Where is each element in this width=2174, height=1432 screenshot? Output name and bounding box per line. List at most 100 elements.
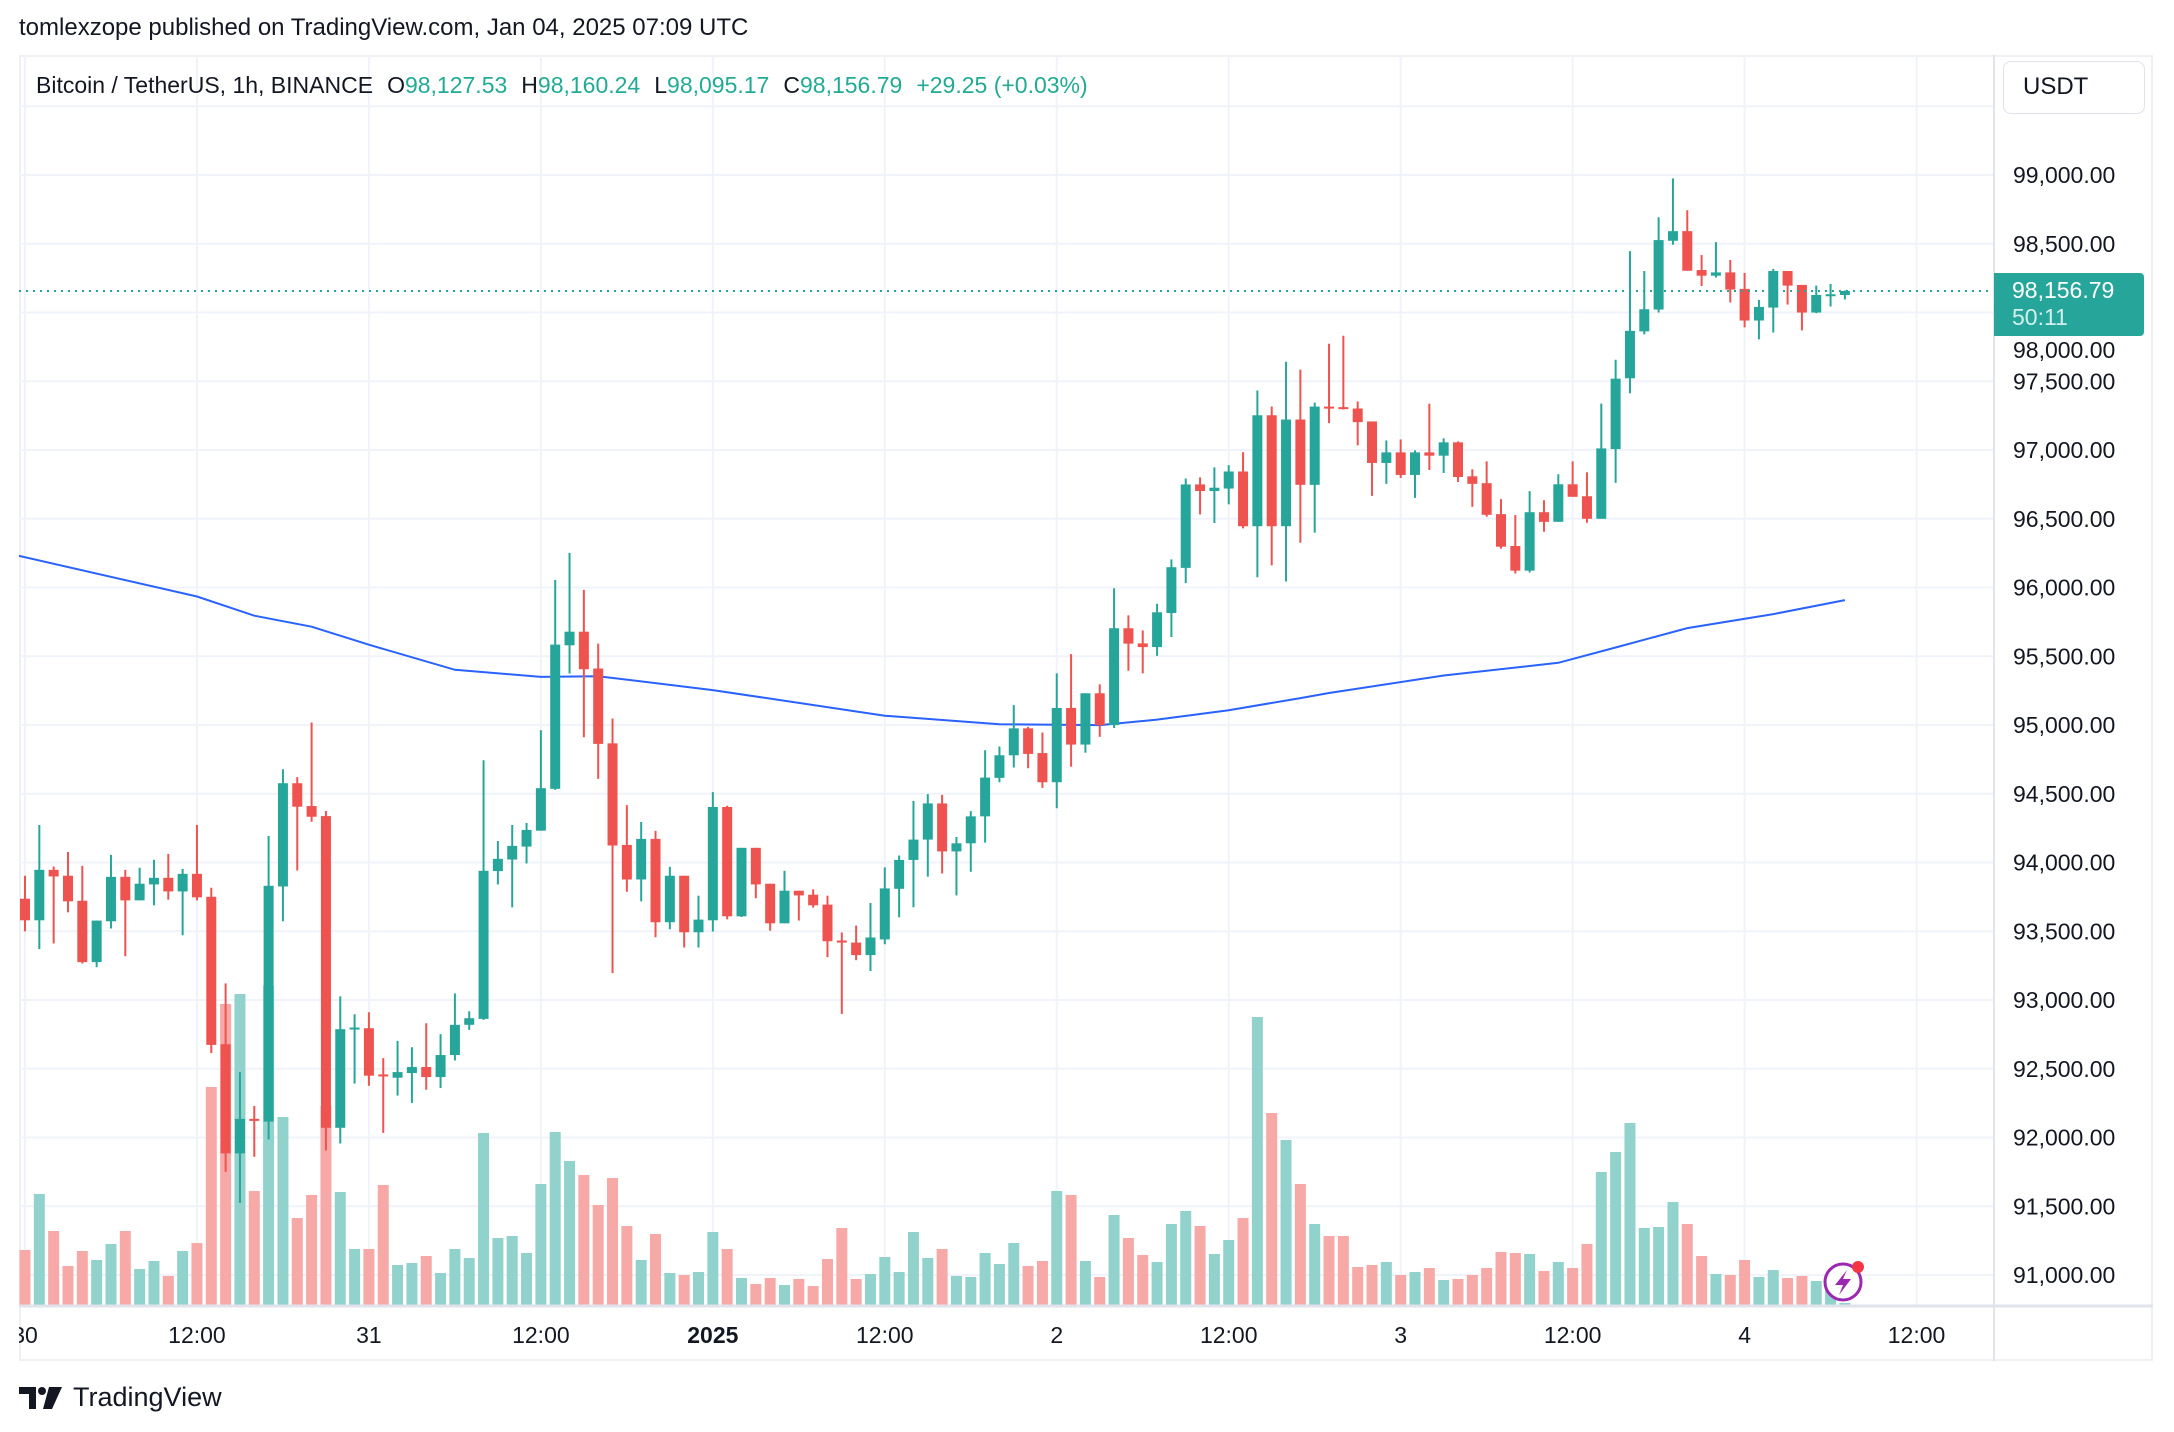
volume-bar	[1567, 1268, 1579, 1306]
candle-body	[177, 873, 188, 892]
volume-bar	[1294, 1184, 1306, 1306]
volume-bar	[506, 1236, 518, 1306]
time-axis[interactable]: 30 12:00 31 12:00 2025 12:00 2 12:00 3 12:00 4 12:0…	[12, 1322, 1945, 1348]
candle-body	[292, 783, 303, 807]
volume-bar	[1395, 1275, 1407, 1306]
volume-bar	[1466, 1275, 1478, 1306]
volume-bar	[1481, 1268, 1493, 1306]
volume-bars	[19, 986, 1851, 1306]
volume-bar	[306, 1195, 318, 1306]
price-tick-label: 92,000.00	[2013, 1125, 2115, 1151]
candle-body	[1524, 512, 1535, 571]
volume-bar	[162, 1276, 174, 1306]
price-tick-label: 91,500.00	[2013, 1193, 2115, 1219]
candle-body	[693, 919, 704, 933]
volume-bar	[1581, 1244, 1593, 1306]
candle-body	[994, 755, 1005, 778]
volume-bar	[1409, 1272, 1421, 1306]
candle-body	[1839, 290, 1850, 296]
candle-body	[1581, 496, 1592, 519]
volume-bar	[105, 1244, 117, 1306]
volume-bar	[1696, 1256, 1708, 1306]
volume-bar	[1036, 1261, 1048, 1306]
volume-bar	[1122, 1238, 1134, 1306]
volume-bar	[750, 1284, 762, 1306]
price-tick-label: 98,500.00	[2013, 231, 2115, 257]
volume-bar	[721, 1249, 733, 1306]
candle-body	[521, 829, 532, 847]
candle-body	[1567, 484, 1578, 497]
candle-body	[793, 890, 804, 896]
candle-body	[1080, 693, 1091, 745]
time-tick-label: 12:00	[512, 1322, 570, 1348]
candle-body	[1825, 294, 1836, 297]
candle-body	[105, 876, 116, 922]
symbol-info[interactable]: Bitcoin / TetherUS, 1h, BINANCE	[36, 72, 374, 98]
candle-body	[1696, 270, 1707, 276]
candle-body	[779, 890, 790, 924]
volume-bar	[177, 1251, 189, 1306]
volume-bar	[1796, 1276, 1808, 1306]
candle-body	[578, 631, 589, 670]
volume-bar	[549, 1132, 561, 1306]
volume-bar	[33, 1194, 45, 1306]
volume-bar	[1108, 1215, 1120, 1306]
volume-bar	[1151, 1262, 1163, 1306]
tradingview-logo-icon[interactable]	[19, 1386, 63, 1409]
volume-bar	[1753, 1277, 1765, 1306]
candle-body	[349, 1027, 360, 1030]
volume-bar	[965, 1277, 977, 1306]
volume-bar	[922, 1258, 934, 1306]
open-value: 98,127.53	[404, 72, 508, 98]
candle-body	[34, 869, 45, 921]
candle-body	[378, 1074, 389, 1077]
candle-body	[664, 875, 675, 923]
volume-bar	[736, 1278, 747, 1306]
time-tick-label: 2	[1050, 1322, 1063, 1348]
candle-body	[220, 1044, 231, 1154]
candle-body	[1395, 452, 1406, 475]
candle-body	[650, 838, 661, 923]
volume-bar	[993, 1264, 1005, 1306]
candle-body	[636, 838, 647, 880]
candle-body	[879, 888, 890, 940]
candle-body	[1768, 271, 1779, 308]
volume-bar	[62, 1266, 74, 1306]
volume-bar	[592, 1205, 604, 1306]
volume-bar	[248, 1191, 260, 1306]
volume-bar	[349, 1249, 361, 1306]
price-tick-label: 95,000.00	[2013, 712, 2115, 738]
high-value: 98,160.24	[537, 72, 641, 98]
price-tick-label: 99,000.00	[2013, 162, 2115, 188]
price-axis[interactable]: 99,000.00 98,500.00 98,000.00 97,500.00 97,0…	[2013, 162, 2115, 1288]
candle-body	[492, 858, 503, 872]
candle-body	[922, 803, 933, 840]
volume-bar	[1223, 1240, 1235, 1306]
last-price-tag: 98,156.79 50:11	[1994, 273, 2144, 336]
volume-bar	[1767, 1270, 1779, 1306]
candle-body	[1782, 271, 1793, 286]
volume-bar	[1638, 1228, 1650, 1306]
price-tick-label: 94,500.00	[2013, 781, 2115, 807]
candle-body	[48, 869, 59, 877]
time-tick-label: 3	[1394, 1322, 1407, 1348]
candle-body	[679, 875, 690, 933]
volume-bar	[48, 1231, 60, 1306]
volume-bar	[91, 1260, 103, 1306]
price-tick-label: 96,500.00	[2013, 506, 2115, 532]
candle-body	[1051, 708, 1062, 783]
price-tick-label: 93,000.00	[2013, 987, 2115, 1013]
candle-body	[1753, 306, 1764, 321]
candle-body	[1538, 512, 1549, 522]
lightning-bolt-icon[interactable]	[1823, 1261, 1864, 1302]
candle-body	[1653, 240, 1664, 310]
currency-button[interactable]: USDT	[2003, 61, 2145, 114]
volume-bar	[1065, 1195, 1077, 1306]
candles	[20, 178, 1850, 1204]
volume-bar	[1495, 1252, 1507, 1306]
candle-body	[1180, 484, 1191, 568]
tradingview-brand[interactable]: TradingView	[73, 1382, 222, 1412]
candle-body	[1624, 330, 1635, 379]
symbol-legend: Bitcoin / TetherUS, 1h, BINANCE O98,127.…	[36, 72, 1088, 99]
